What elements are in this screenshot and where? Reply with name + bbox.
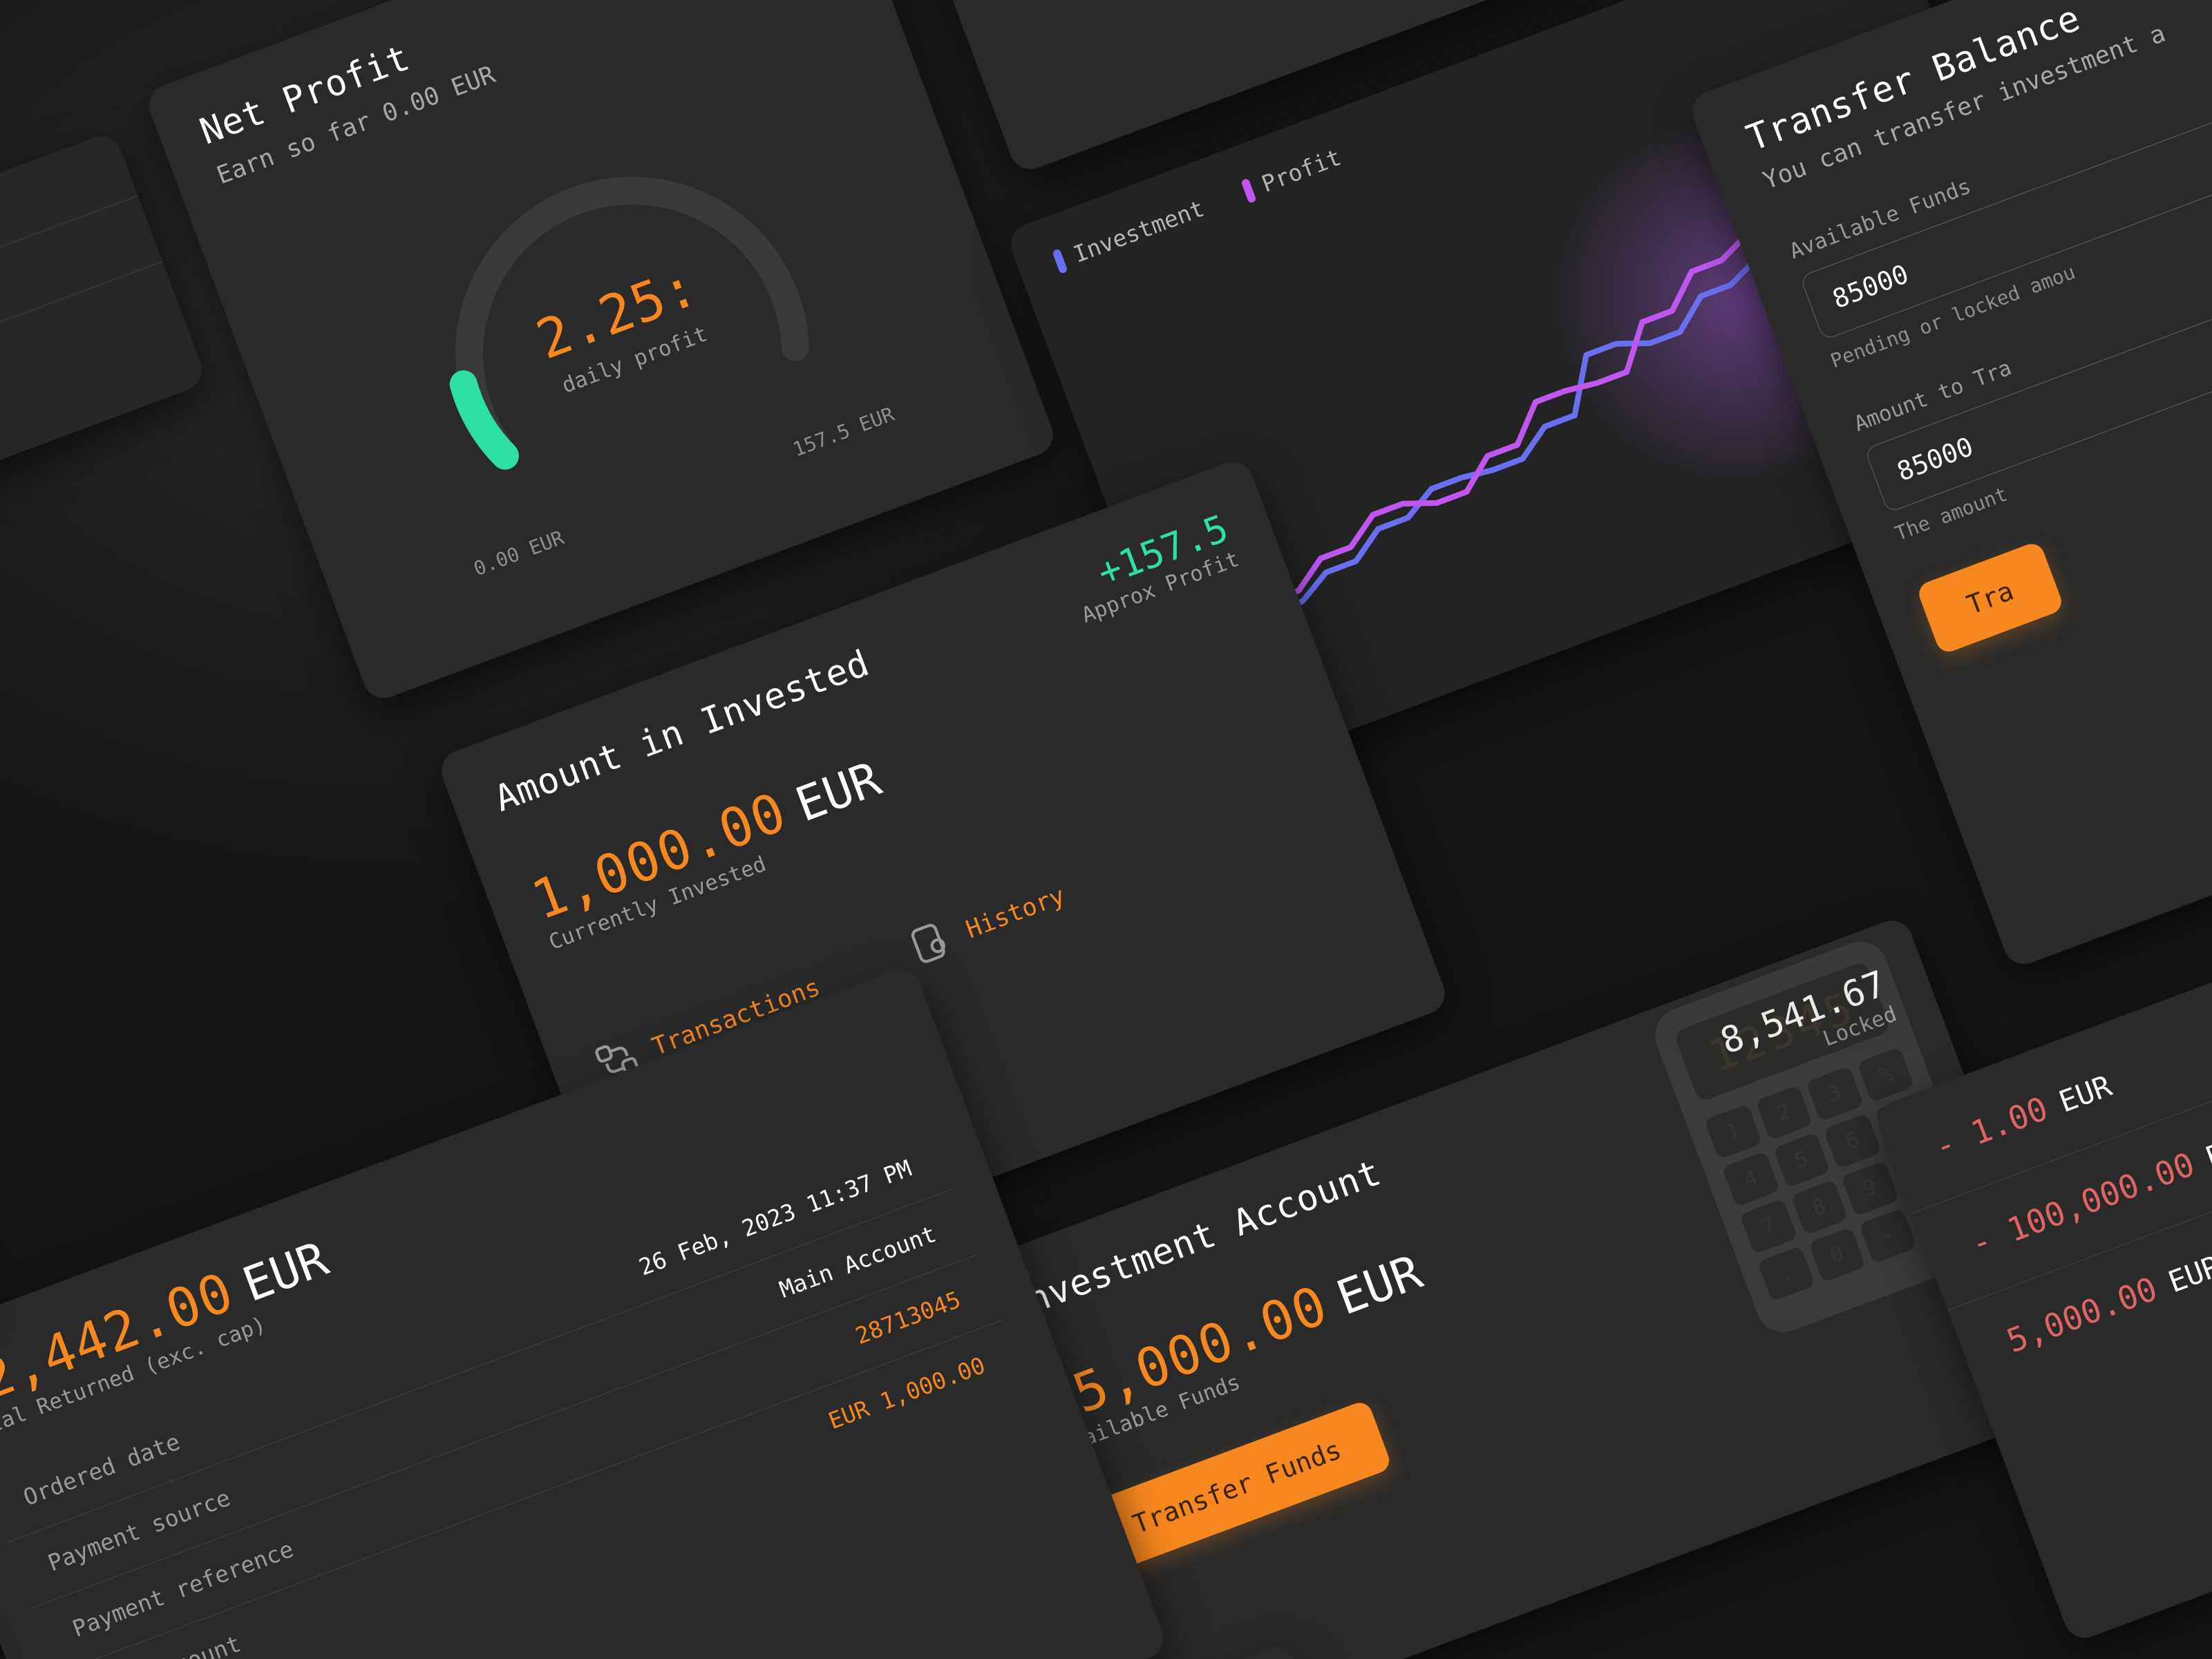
history-label: History bbox=[961, 880, 1068, 944]
legend-swatch-investment bbox=[1051, 247, 1068, 274]
gauge-progress bbox=[449, 370, 519, 470]
amount-invested-caption: Currently Invested bbox=[545, 851, 770, 956]
net-profit-gauge: 2.25: daily profit 0.00 EUR 157.5 EUR bbox=[322, 16, 909, 603]
transfer-submit-button[interactable]: Tra bbox=[1915, 540, 2065, 655]
detail-value: 28713045 bbox=[851, 1285, 964, 1349]
legend-swatch-profit bbox=[1240, 177, 1256, 203]
transaction-primary-currency: EUR bbox=[2054, 1069, 2116, 1119]
timestamps-card: 15 Feb, 2023 04:23 AM 15 Feb, 2023 04:23… bbox=[0, 130, 208, 639]
receipt-icon bbox=[902, 914, 960, 974]
transaction-primary-currency: EUR bbox=[2164, 1249, 2212, 1300]
net-profit-card: Net Profit Earn so far 0.00 EUR 2.25: da… bbox=[142, 0, 1059, 704]
gauge-max-label: 157.5 EUR bbox=[789, 402, 897, 461]
gauge-track bbox=[455, 176, 809, 470]
transaction-primary-amount: - 1.00 bbox=[1929, 1090, 2053, 1166]
history-action[interactable]: History bbox=[902, 872, 1072, 974]
gauge-min-label: 0.00 EUR bbox=[470, 525, 567, 580]
transaction-primary-currency: EUR bbox=[2201, 1125, 2212, 1175]
transaction-primary-amount: 5,000.00 bbox=[2001, 1270, 2162, 1361]
amount-invested-card: Amount in Invested +157.5 Approx Profit … bbox=[435, 455, 1450, 1309]
